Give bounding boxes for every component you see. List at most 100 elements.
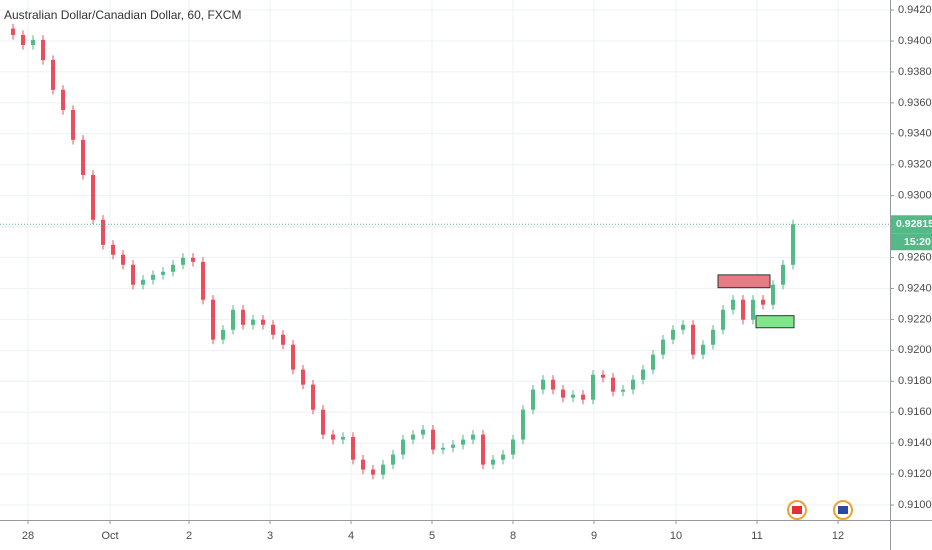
candle-body bbox=[71, 109, 75, 140]
x-tick-label: 10 bbox=[670, 530, 682, 542]
candle-body bbox=[521, 409, 525, 440]
candle-body bbox=[491, 459, 495, 465]
x-tick-label: 2 bbox=[186, 530, 192, 542]
countdown-label: 15:20 bbox=[904, 236, 931, 248]
x-tick-label: 4 bbox=[348, 530, 354, 542]
candle-body bbox=[201, 261, 205, 300]
candle-body bbox=[711, 329, 715, 345]
candle-body bbox=[121, 254, 125, 265]
candle-body bbox=[171, 264, 175, 272]
x-tick-label: Oct bbox=[101, 530, 118, 542]
candle-body bbox=[11, 28, 15, 35]
candle-body bbox=[431, 429, 435, 450]
zone bbox=[717, 274, 771, 289]
candle-body bbox=[61, 89, 65, 110]
chart-title: Australian Dollar/Canadian Dollar, 60, F… bbox=[4, 8, 241, 22]
candle-body bbox=[81, 139, 85, 175]
candle-body bbox=[211, 299, 215, 340]
candle-body bbox=[101, 219, 105, 245]
event-icons bbox=[787, 500, 853, 520]
candle-body bbox=[661, 339, 665, 355]
candle-body bbox=[571, 394, 575, 398]
candle-body bbox=[621, 389, 625, 392]
candle-body bbox=[311, 384, 315, 410]
candle-body bbox=[181, 257, 185, 265]
x-tick-label: 28 bbox=[22, 530, 34, 542]
candle-body bbox=[561, 389, 565, 398]
candle-body bbox=[481, 434, 485, 465]
candle-body bbox=[221, 329, 225, 340]
candle-body bbox=[691, 324, 695, 355]
candle-body bbox=[751, 299, 755, 320]
candle-body bbox=[641, 369, 645, 380]
candle-body bbox=[401, 439, 405, 455]
candle-body bbox=[231, 309, 235, 330]
candle-body bbox=[541, 379, 545, 390]
candle-body bbox=[601, 374, 605, 378]
y-tick-label: 0.94200 bbox=[898, 4, 932, 16]
candle-body bbox=[581, 394, 585, 400]
candle-body bbox=[411, 434, 415, 440]
flag-ca bbox=[792, 506, 802, 514]
last-price-box bbox=[891, 215, 932, 234]
candle-body bbox=[351, 436, 355, 460]
candle-body bbox=[461, 439, 465, 445]
candle-body bbox=[721, 309, 725, 330]
candle-body bbox=[301, 369, 305, 385]
x-tick-label: 3 bbox=[267, 530, 273, 542]
candle-body bbox=[441, 447, 445, 450]
candle-body bbox=[701, 344, 705, 355]
candle-body bbox=[131, 264, 135, 285]
candle-body bbox=[551, 379, 555, 390]
candle-body bbox=[91, 174, 95, 220]
flag-au bbox=[838, 506, 848, 514]
candle-body bbox=[471, 434, 475, 440]
candle-body bbox=[331, 434, 335, 440]
candle-body bbox=[21, 34, 25, 46]
candle-body bbox=[591, 374, 595, 400]
candle-body bbox=[261, 319, 265, 325]
x-tick-label: 5 bbox=[429, 530, 435, 542]
candle-body bbox=[31, 39, 35, 46]
candle-body bbox=[51, 60, 55, 90]
candle-body bbox=[361, 459, 365, 470]
candle-body bbox=[371, 469, 375, 475]
candle-body bbox=[381, 464, 385, 475]
candle-body bbox=[291, 344, 295, 370]
x-tick-label: 9 bbox=[591, 530, 597, 542]
candle-body bbox=[341, 436, 345, 440]
candle-body bbox=[161, 271, 165, 275]
candle-body bbox=[771, 284, 775, 305]
zones bbox=[717, 274, 795, 329]
candle-body bbox=[761, 299, 765, 305]
candle-body bbox=[281, 334, 285, 345]
x-tick-label: 12 bbox=[832, 530, 844, 542]
candle-body bbox=[631, 379, 635, 390]
countdown-box bbox=[891, 233, 932, 251]
candle-body bbox=[191, 257, 195, 262]
candle-body bbox=[511, 439, 515, 455]
candles bbox=[11, 23, 795, 480]
candle-body bbox=[501, 454, 505, 460]
candle-body bbox=[321, 409, 325, 435]
candle-body bbox=[391, 454, 395, 465]
last-price-label: 0.92815 bbox=[896, 218, 932, 230]
candle-body bbox=[741, 299, 745, 320]
candle-body bbox=[141, 279, 145, 285]
candle-body bbox=[781, 264, 785, 285]
candle-body bbox=[671, 329, 675, 340]
